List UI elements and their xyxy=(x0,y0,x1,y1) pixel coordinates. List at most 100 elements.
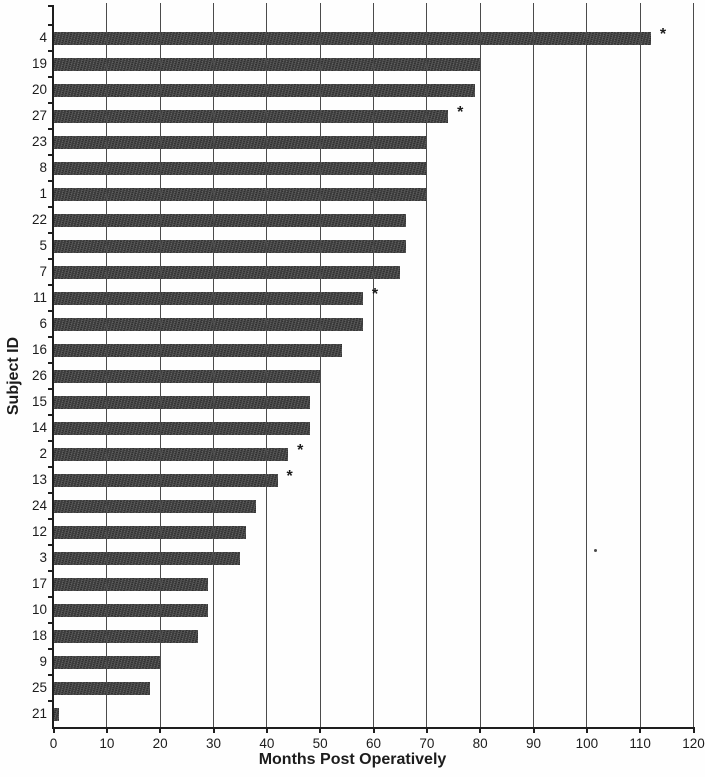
bar-subject-2 xyxy=(53,447,289,461)
bar-subject-1 xyxy=(53,187,427,201)
bar-subject-12 xyxy=(53,525,246,539)
x-tick-label-90: 90 xyxy=(525,736,542,751)
x-axis-tick-90 xyxy=(532,727,535,733)
bar-subject-25 xyxy=(53,681,150,695)
y-axis-tick xyxy=(47,622,54,624)
y-tick-label-subject-7: 7 xyxy=(39,264,47,279)
bar-subject-3 xyxy=(53,551,241,565)
y-axis-tick xyxy=(47,492,54,494)
y-axis-tick xyxy=(47,466,54,468)
star-annotation-subject-4: * xyxy=(659,26,667,43)
x-tick-label-120: 120 xyxy=(682,736,705,751)
x-axis-tick-100 xyxy=(585,727,588,733)
y-tick-label-subject-11: 11 xyxy=(32,290,47,305)
x-tick-label-70: 70 xyxy=(419,736,435,751)
x-tick-label-80: 80 xyxy=(472,736,488,751)
y-axis-tick xyxy=(47,232,54,234)
gridline-x-70 xyxy=(426,3,428,727)
bar-subject-4 xyxy=(53,31,651,45)
x-axis-tick-0 xyxy=(52,727,55,733)
y-tick-label-subject-13: 13 xyxy=(31,472,47,487)
x-axis-tick-80 xyxy=(479,727,482,733)
gridline-x-40 xyxy=(266,3,268,727)
bar-subject-24 xyxy=(53,499,257,513)
bar-subject-22 xyxy=(53,213,406,227)
bar-subject-10 xyxy=(53,603,209,617)
x-axis-title: Months Post Operatively xyxy=(258,751,447,768)
bar-subject-18 xyxy=(53,629,198,643)
gridline-x-30 xyxy=(213,3,214,727)
bar-subject-8 xyxy=(53,161,427,175)
y-tick-label-subject-16: 16 xyxy=(31,342,47,357)
y-axis-tick xyxy=(47,154,54,156)
y-tick-label-subject-25: 25 xyxy=(31,680,47,695)
x-tick-label-60: 60 xyxy=(365,736,382,751)
y-tick-label-subject-19: 19 xyxy=(31,56,47,71)
y-tick-label-subject-4: 4 xyxy=(39,30,47,45)
y-axis-tick xyxy=(47,648,54,650)
y-axis-tick xyxy=(47,50,54,52)
y-axis-tick xyxy=(47,700,54,702)
y-tick-label-subject-26: 26 xyxy=(31,368,47,383)
y-axis-tick xyxy=(47,128,54,130)
x-axis-tick-10 xyxy=(105,727,108,733)
gridline-x-110 xyxy=(639,3,641,727)
y-tick-label-subject-18: 18 xyxy=(31,628,47,643)
y-axis-tick xyxy=(47,258,54,260)
x-tick-label-10: 10 xyxy=(99,736,115,751)
y-tick-label-subject-22: 22 xyxy=(31,212,47,227)
y-axis-tick xyxy=(47,440,54,442)
gridline-x-120 xyxy=(693,3,694,727)
x-tick-label-30: 30 xyxy=(205,736,222,751)
y-axis-tick xyxy=(47,596,54,598)
x-tick-label-40: 40 xyxy=(259,736,275,751)
bar-subject-14 xyxy=(53,421,310,435)
x-axis-tick-20 xyxy=(159,727,162,733)
y-axis-tick xyxy=(47,284,54,286)
star-annotation-subject-27: * xyxy=(457,104,464,121)
y-axis-tick xyxy=(47,180,54,182)
y-tick-label-subject-27: 27 xyxy=(31,108,47,123)
gridline-x-100 xyxy=(586,3,588,727)
y-tick-label-subject-3: 3 xyxy=(39,550,47,565)
x-tick-label-100: 100 xyxy=(575,736,599,751)
gridline-x-60 xyxy=(373,3,374,727)
gridline-x-20 xyxy=(159,3,161,727)
y-tick-label-subject-15: 15 xyxy=(31,394,47,409)
bar-subject-27 xyxy=(53,109,449,123)
y-axis-tick xyxy=(47,102,54,104)
bar-subject-7 xyxy=(53,265,401,279)
y-tick-label-subject-6: 6 xyxy=(39,316,47,331)
gridline-x-10 xyxy=(106,3,108,727)
y-axis-tick xyxy=(47,24,54,26)
x-axis-tick-30 xyxy=(212,727,215,733)
y-axis-tick xyxy=(47,5,54,7)
bar-subject-26 xyxy=(53,369,321,383)
gridline-x-80 xyxy=(479,3,481,727)
x-axis-tick-110 xyxy=(639,727,642,733)
y-tick-label-subject-5: 5 xyxy=(39,238,47,253)
gridline-x-90 xyxy=(533,3,534,727)
x-axis-tick-70 xyxy=(425,727,428,733)
x-axis-line xyxy=(52,727,695,729)
y-tick-label-subject-17: 17 xyxy=(31,576,47,591)
y-tick-label-subject-21: 21 xyxy=(31,706,47,721)
bar-subject-15 xyxy=(53,395,310,409)
y-tick-label-subject-8: 8 xyxy=(39,160,47,175)
y-tick-label-subject-24: 24 xyxy=(31,498,47,513)
bar-subject-20 xyxy=(53,83,475,97)
y-axis-line xyxy=(52,5,54,729)
y-axis-tick xyxy=(47,362,54,364)
y-axis-tick xyxy=(47,414,54,416)
bar-subject-21 xyxy=(53,707,59,721)
y-axis-tick xyxy=(47,674,54,676)
gridline-x-50 xyxy=(319,3,321,727)
y-axis-tick xyxy=(47,206,54,208)
star-annotation-subject-2: * xyxy=(297,442,304,459)
scan-artifact-dot xyxy=(594,549,597,552)
star-annotation-subject-13: * xyxy=(286,468,293,485)
star-annotation-subject-11: * xyxy=(371,286,379,303)
y-tick-label-subject-1: 1 xyxy=(39,186,47,201)
bar-subject-5 xyxy=(53,239,406,253)
